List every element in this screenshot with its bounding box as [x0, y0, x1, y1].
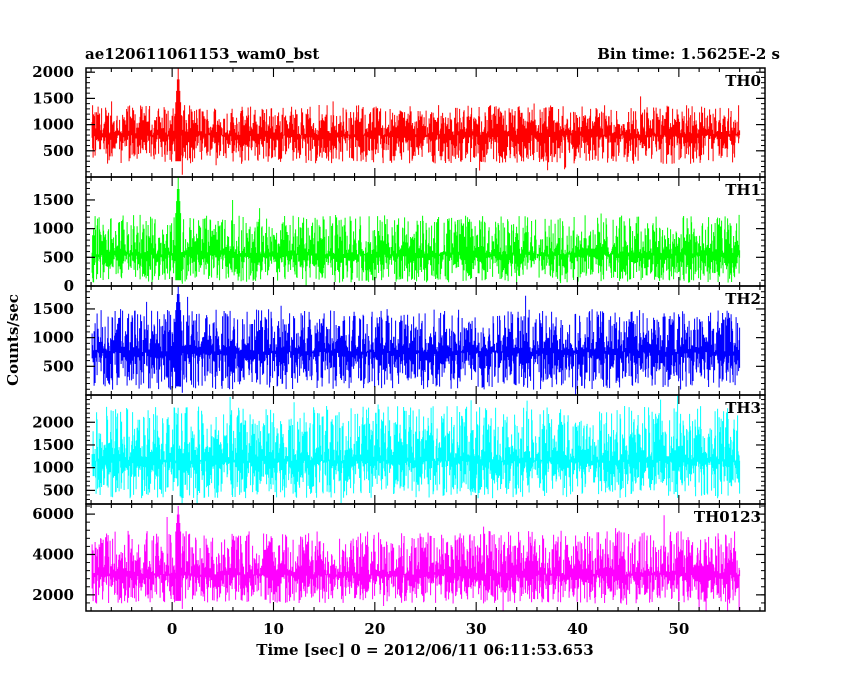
- y-tick-label: 1000: [32, 116, 74, 134]
- y-tick-label: 1000: [32, 459, 74, 477]
- y-tick-label: 1000: [32, 329, 74, 347]
- series-th2: [91, 286, 741, 395]
- x-tick-label: 50: [668, 620, 689, 638]
- x-axis-label: Time [sec] 0 = 2012/06/11 06:11:53.653: [256, 641, 593, 659]
- y-axis-label: Counts/sec: [4, 294, 22, 386]
- y-tick-label: 6000: [32, 505, 74, 523]
- series-th0: [91, 68, 741, 175]
- panel-label-th3: TH3: [725, 399, 761, 417]
- x-tick-label: 40: [567, 620, 588, 638]
- plot-title: ae120611061153_wam0_bst: [85, 45, 319, 63]
- y-tick-label: 500: [43, 248, 74, 266]
- y-tick-label: 4000: [32, 545, 74, 563]
- panel-th0: 500 1000 1500 2000 TH0: [32, 63, 766, 178]
- y-tick-label: 2000: [32, 63, 74, 81]
- y-tick-label: 1500: [32, 436, 74, 454]
- y-tick-label: 500: [43, 357, 74, 375]
- panel-label-th1: TH1: [725, 181, 761, 199]
- panel-label-th2: TH2: [725, 290, 761, 308]
- y-tick-label: 2000: [32, 413, 74, 431]
- series-th1: [91, 177, 741, 286]
- panel-frame: [85, 503, 766, 612]
- series-th0123: [91, 506, 741, 611]
- panel-th2: 500 1000 1500 TH2: [32, 285, 766, 396]
- y-tick-label: 1500: [32, 300, 74, 318]
- y-tick-label: 500: [43, 481, 74, 499]
- panel-th3: 500 1000 1500 2000 TH3: [32, 394, 766, 505]
- x-tick-label: 20: [364, 620, 385, 638]
- y-tick-label: 1500: [32, 191, 74, 209]
- panel-th0123: 2000 4000 6000 TH0123: [32, 503, 766, 612]
- y-tick-label: 2000: [32, 586, 74, 604]
- bin-time-label: Bin time: 1.5625E-2 s: [597, 45, 780, 63]
- x-tick-label: 10: [263, 620, 284, 638]
- x-tick-label: 0: [167, 620, 177, 638]
- panel-label-th0123: TH0123: [694, 508, 761, 526]
- y-tick-label: 1500: [32, 89, 74, 107]
- series-th3: [91, 395, 741, 504]
- y-tick-label: 500: [43, 142, 74, 160]
- panel-label-th0: TH0: [725, 72, 761, 90]
- y-tick-label: 1000: [32, 220, 74, 238]
- x-tick-label: 30: [466, 620, 487, 638]
- panel-th1: 0 500 1000 1500 TH1: [32, 176, 766, 295]
- y-tick-label: 0: [64, 277, 74, 295]
